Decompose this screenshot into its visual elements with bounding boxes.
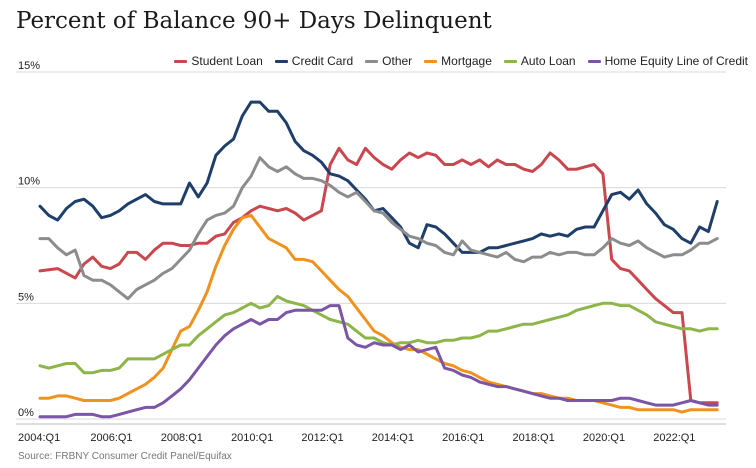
legend-label: Home Equity Line of Credit [604,54,748,68]
x-tick-label: 2014:Q1 [372,432,414,444]
series-line-other [38,156,719,301]
legend-label: Other [382,54,413,68]
x-tick-label: 2010:Q1 [231,432,273,444]
series-line-auto-loan [38,294,719,375]
legend-label: Credit Card [291,54,354,68]
x-tick-label: 2018:Q1 [513,432,555,444]
legend-item: Auto Loan [503,54,576,68]
legend-item: Mortgage [424,54,492,68]
x-tick-label: 2022:Q1 [653,432,695,444]
legend-swatch [365,59,379,63]
chart-source: Source: FRBNY Consumer Credit Panel/Equi… [18,451,232,462]
x-tick-label: 2020:Q1 [583,432,625,444]
y-tick-label: 0% [18,407,34,419]
x-tick-label: 2012:Q1 [301,432,343,444]
chart-title: Percent of Balance 90+ Days Delinquent [16,8,492,34]
legend-item: Student Loan [174,54,263,68]
chart-legend: Student Loan Credit Card Other Mortgage Auto… [174,54,748,68]
legend-item: Credit Card [274,54,354,68]
series-line-mortgage [38,213,719,414]
legend-item: Home Equity Line of Credit [587,54,748,68]
series-line-credit-card [38,100,719,254]
legend-label: Mortgage [441,54,492,68]
series-line-home-equity-line-of-credit [38,304,719,419]
legend-swatch [424,59,438,63]
legend-swatch [587,59,601,63]
x-tick-label: 2004:Q1 [18,432,60,444]
legend-swatch [174,59,188,63]
legend-item: Other [365,54,412,68]
legend-label: Student Loan [191,54,263,68]
legend-swatch [274,59,288,63]
y-tick-label: 5% [18,291,34,303]
x-tick-label: 2008:Q1 [161,432,203,444]
x-tick-label: 2016:Q1 [442,432,484,444]
x-tick-label: 2006:Q1 [90,432,132,444]
y-tick-label: 15% [18,60,40,72]
legend-label: Auto Loan [520,54,576,68]
series-line-student-loan [38,146,719,405]
legend-swatch [503,59,517,63]
y-tick-label: 10% [18,176,40,188]
